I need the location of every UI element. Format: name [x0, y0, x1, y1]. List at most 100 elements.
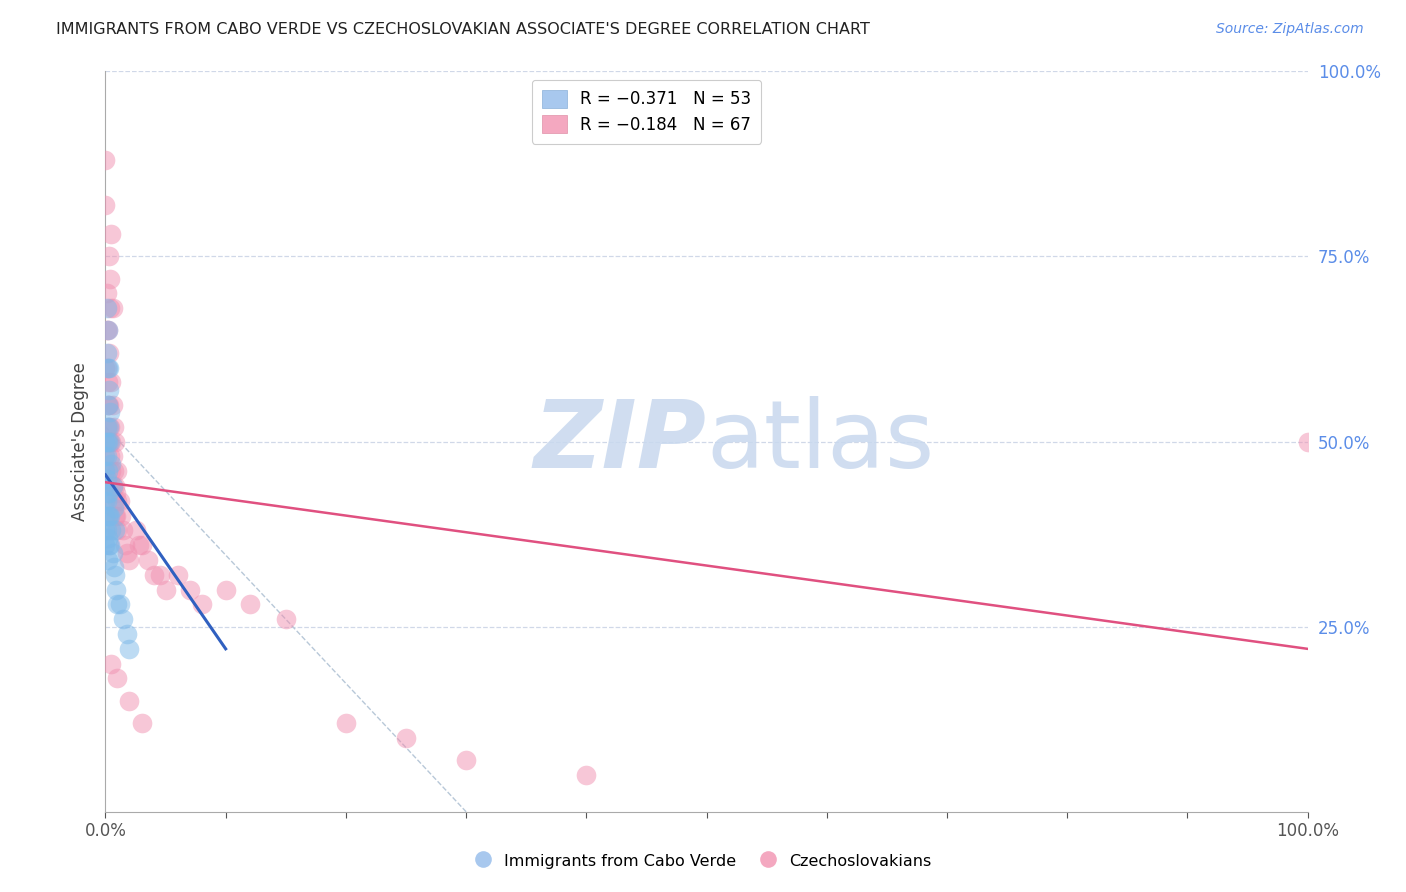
Point — [136, 553, 159, 567]
Point — [148, 567, 170, 582]
Point — [107, 464, 129, 478]
Legend: R = −0.371   N = 53, R = −0.184   N = 67: R = −0.371 N = 53, R = −0.184 N = 67 — [531, 79, 761, 144]
Point — [131, 538, 153, 552]
Text: IMMIGRANTS FROM CABO VERDE VS CZECHOSLOVAKIAN ASSOCIATE'S DEGREE CORRELATION CHA: IMMIGRANTS FROM CABO VERDE VS CZECHOSLOV… — [56, 22, 870, 37]
Point — [100, 457, 122, 471]
Point — [274, 612, 297, 626]
Point — [98, 271, 121, 285]
Point — [108, 598, 131, 612]
Point — [142, 567, 165, 582]
Point — [94, 197, 117, 211]
Point — [97, 360, 120, 375]
Point — [110, 508, 132, 523]
Point — [94, 524, 117, 538]
Point — [94, 493, 117, 508]
Point — [98, 434, 121, 449]
Point — [101, 479, 124, 493]
Y-axis label: Associate's Degree: Associate's Degree — [72, 362, 90, 521]
Point — [100, 464, 122, 478]
Point — [98, 250, 121, 264]
Point — [96, 493, 118, 508]
Point — [96, 324, 118, 338]
Point — [94, 508, 117, 523]
Point — [105, 582, 128, 597]
Point — [103, 501, 125, 516]
Point — [98, 538, 121, 552]
Point — [105, 486, 128, 500]
Point — [97, 486, 120, 500]
Point — [103, 419, 125, 434]
Point — [94, 360, 117, 375]
Point — [104, 567, 127, 582]
Point — [101, 546, 124, 560]
Point — [96, 450, 118, 464]
Point — [97, 397, 120, 411]
Point — [97, 419, 120, 434]
Point — [97, 508, 120, 523]
Point — [395, 731, 418, 745]
Point — [239, 598, 262, 612]
Point — [100, 434, 122, 449]
Point — [166, 567, 188, 582]
Point — [94, 450, 117, 464]
Point — [101, 479, 124, 493]
Point — [100, 524, 122, 538]
Point — [100, 479, 122, 493]
Point — [103, 464, 125, 478]
Point — [96, 434, 118, 449]
Point — [101, 397, 124, 411]
Point — [98, 450, 121, 464]
Point — [97, 531, 120, 545]
Point — [100, 227, 122, 242]
Point — [105, 508, 128, 523]
Point — [98, 419, 121, 434]
Point — [98, 508, 121, 523]
Point — [98, 405, 121, 419]
Point — [98, 397, 121, 411]
Point — [114, 538, 136, 552]
Point — [454, 753, 477, 767]
Point — [98, 301, 121, 316]
Point — [190, 598, 212, 612]
Point — [101, 450, 124, 464]
Point — [96, 524, 118, 538]
Point — [115, 546, 138, 560]
Point — [112, 524, 135, 538]
Text: ZIP: ZIP — [534, 395, 707, 488]
Point — [98, 434, 121, 449]
Point — [1296, 434, 1319, 449]
Point — [104, 524, 127, 538]
Point — [96, 345, 118, 359]
Point — [155, 582, 177, 597]
Point — [103, 493, 125, 508]
Point — [101, 301, 124, 316]
Point — [94, 479, 117, 493]
Point — [96, 419, 118, 434]
Point — [98, 419, 121, 434]
Text: atlas: atlas — [707, 395, 935, 488]
Point — [131, 715, 153, 730]
Point — [97, 324, 120, 338]
Point — [103, 560, 125, 574]
Point — [107, 524, 129, 538]
Point — [98, 345, 121, 359]
Point — [94, 538, 117, 552]
Point — [575, 767, 598, 781]
Point — [94, 434, 117, 449]
Point — [98, 538, 121, 552]
Point — [124, 524, 146, 538]
Point — [97, 376, 120, 390]
Point — [96, 471, 118, 485]
Point — [100, 376, 122, 390]
Point — [96, 301, 118, 316]
Point — [97, 464, 120, 478]
Point — [98, 360, 121, 375]
Point — [115, 627, 138, 641]
Point — [107, 672, 129, 686]
Point — [335, 715, 357, 730]
Point — [97, 553, 120, 567]
Point — [97, 397, 120, 411]
Point — [98, 508, 121, 523]
Point — [94, 464, 117, 478]
Text: Source: ZipAtlas.com: Source: ZipAtlas.com — [1216, 22, 1364, 37]
